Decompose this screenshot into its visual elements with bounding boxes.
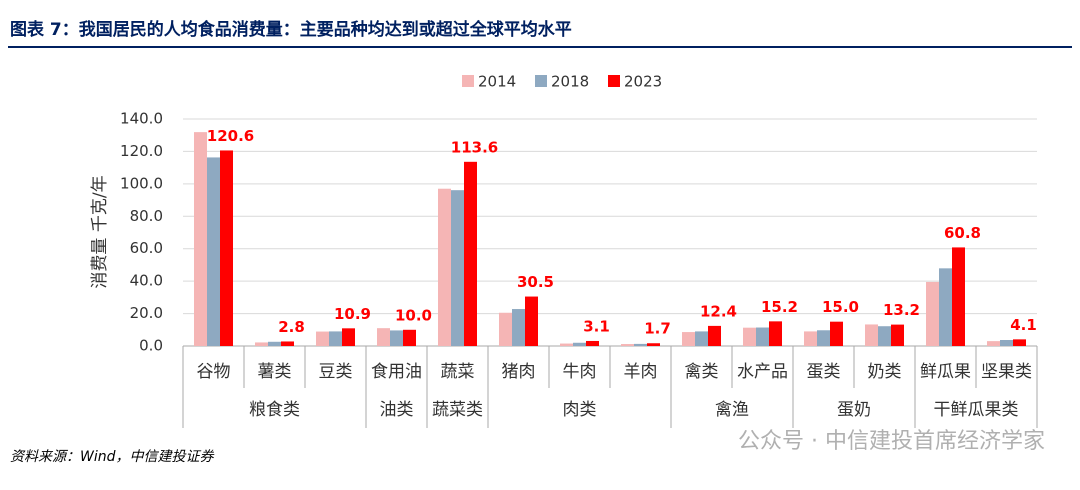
bar: [952, 247, 965, 346]
source: 资料来源：Wind，中信建投证券: [10, 449, 214, 465]
bar: [281, 341, 294, 346]
x-tick-label: 羊肉: [624, 362, 658, 382]
value-label: 120.6: [207, 127, 254, 145]
x-tick-label: 豆类: [319, 362, 353, 382]
legend-label: 2018: [551, 73, 589, 91]
bar: [743, 327, 756, 346]
value-label: 10.9: [334, 305, 371, 323]
value-label: 15.2: [761, 298, 798, 316]
bar: [268, 341, 281, 346]
bar: [987, 341, 1000, 346]
y-tick-label: 100.0: [120, 174, 163, 192]
x-tick-label: 奶类: [868, 362, 902, 382]
bar: [939, 268, 952, 346]
x-tick-label: 水产品: [737, 362, 788, 382]
bar: [878, 326, 891, 346]
value-label: 1.7: [644, 320, 671, 338]
bar: [865, 324, 878, 346]
bar: [756, 327, 769, 346]
bar: [891, 324, 904, 346]
bar: [438, 188, 451, 346]
bar: [329, 331, 342, 346]
bar: [464, 161, 477, 346]
bar: [634, 343, 647, 346]
bar: [682, 332, 695, 346]
bar: [560, 343, 573, 346]
bar: [207, 157, 220, 346]
legend-swatch: [462, 75, 474, 87]
chart-title: 图表 7：我国居民的人均食品消费量：主要品种均达到或超过全球平均水平: [10, 19, 572, 40]
bar: [621, 344, 634, 346]
group-label: 蛋奶: [837, 400, 871, 420]
x-tick-label: 蔬菜: [441, 362, 475, 382]
bar: [1000, 340, 1013, 346]
y-tick-label: 60.0: [130, 239, 163, 257]
y-tick-label: 80.0: [130, 207, 163, 225]
x-tick-label: 鲜瓜果: [920, 362, 971, 382]
bar: [390, 330, 403, 346]
value-label: 15.0: [822, 298, 859, 316]
bar: [695, 331, 708, 346]
x-tick-label: 薯类: [258, 362, 292, 382]
value-label: 2.8: [278, 318, 305, 336]
bar: [830, 321, 843, 346]
group-label: 蔬菜类: [432, 400, 483, 420]
bar: [499, 312, 512, 346]
bar: [804, 331, 817, 346]
bar: [926, 281, 939, 346]
value-label: 13.2: [883, 301, 920, 319]
legend-swatch: [535, 75, 547, 87]
group-label: 粮食类: [249, 400, 300, 420]
bar: [647, 343, 660, 346]
bar: [573, 342, 586, 346]
value-label: 60.8: [944, 224, 981, 242]
x-tick-label: 牛肉: [563, 362, 597, 382]
bar: [586, 340, 599, 346]
bar: [342, 328, 355, 346]
legend-label: 2014: [478, 73, 516, 91]
x-tick-label: 蛋类: [807, 362, 841, 382]
value-label: 4.1: [1010, 316, 1037, 334]
y-tick-label: 120.0: [120, 142, 163, 160]
value-label: 12.4: [700, 302, 737, 320]
y-tick-label: 40.0: [130, 272, 163, 290]
bar: [316, 331, 329, 346]
x-tick-label: 猪肉: [502, 362, 536, 382]
value-label: 30.5: [517, 273, 554, 291]
bar: [817, 330, 830, 346]
bar: [220, 150, 233, 346]
value-label: 3.1: [583, 317, 610, 335]
bar: [255, 342, 268, 346]
group-label: 肉类: [563, 400, 597, 420]
bar: [194, 132, 207, 346]
x-tick-label: 禽类: [685, 362, 719, 382]
legend-label: 2023: [624, 73, 662, 91]
bar: [525, 296, 538, 346]
y-tick-label: 20.0: [130, 304, 163, 322]
watermark: 公众号 · 中信建投首席经济学家: [738, 429, 1045, 454]
bar: [769, 321, 782, 346]
y-axis-label: 消费量 千克/年: [90, 175, 110, 288]
bar: [512, 309, 525, 346]
x-tick-label: 食用油: [371, 362, 422, 382]
bar: [377, 328, 390, 346]
y-tick-label: 140.0: [120, 110, 163, 128]
legend-swatch: [608, 75, 620, 87]
group-label: 禽渔: [715, 400, 749, 420]
bar: [403, 329, 416, 346]
value-label: 10.0: [395, 306, 432, 324]
bar: [1013, 339, 1026, 346]
y-tick-label: 0.0: [139, 337, 163, 355]
value-label: 113.6: [451, 138, 498, 156]
x-tick-label: 谷物: [197, 362, 231, 382]
group-label: 油类: [380, 400, 414, 420]
bar: [451, 190, 464, 346]
bar: [708, 325, 721, 346]
group-label: 干鲜瓜果类: [934, 400, 1019, 420]
x-tick-label: 坚果类: [981, 362, 1032, 382]
